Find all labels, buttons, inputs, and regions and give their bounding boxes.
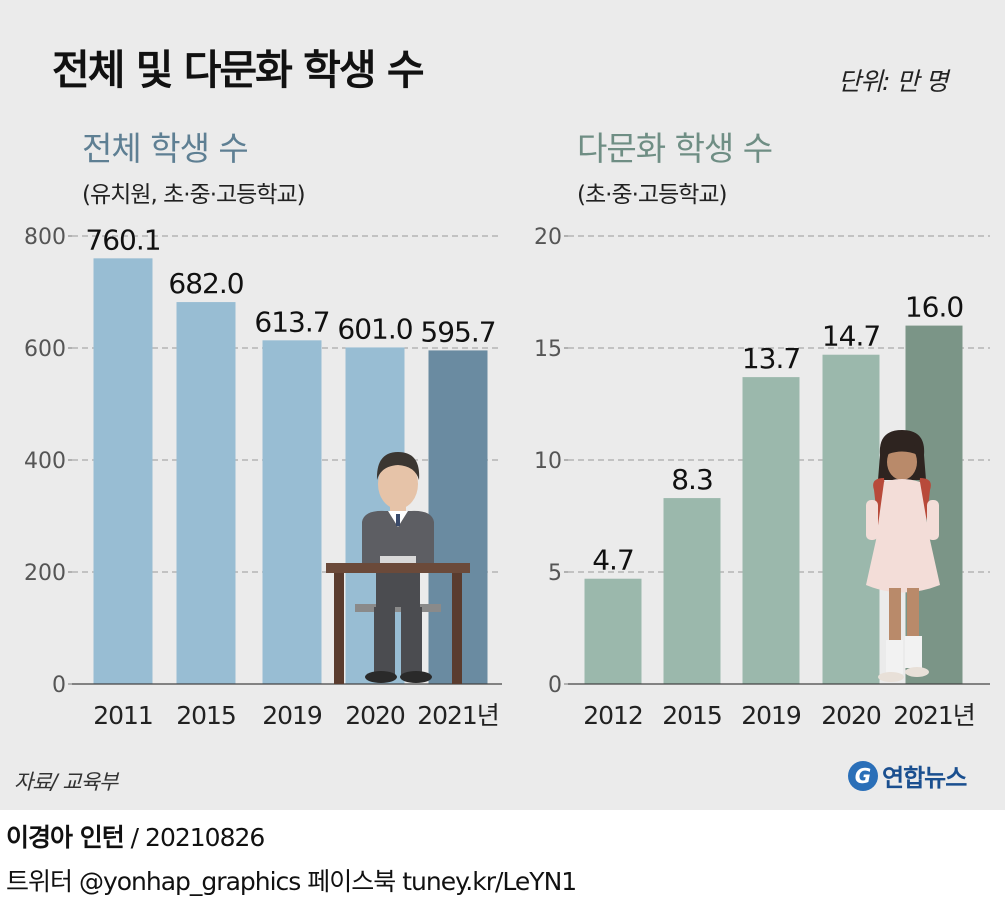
multicultural-ytick-label: 15 [534, 337, 562, 362]
girl-face [887, 444, 917, 480]
total-chart-subtitle: (유치원, 초·중·고등학교) [82, 182, 306, 208]
girl-leg-left [889, 588, 901, 648]
total-chart: 0 200 400 600 800 760.1 2011 682.0 2015 613.7 2019… [24, 223, 502, 730]
girl-arm-right [927, 500, 939, 540]
multicultural-category-label: 2012 [583, 701, 643, 730]
social-links[interactable]: 트위터 @yonhap_graphics 페이스북 tuney.kr/LeYN1 [6, 867, 577, 896]
girl-shoe-left [878, 672, 904, 682]
credit-name: 이경아 인턴 [6, 823, 125, 852]
girl-bangs [886, 442, 918, 455]
multicultural-category-label: 2020 [821, 701, 881, 730]
page-title: 전체 및 다문화 학생 수 [52, 46, 425, 94]
multicultural-category-label: 2015 [662, 701, 722, 730]
source-note: 자료/ 교육부 [14, 770, 118, 794]
student-shoe-right [400, 671, 432, 683]
student-leg-left [374, 607, 395, 675]
multicultural-category-label: 2019 [741, 701, 801, 730]
multicultural-chart-subtitle: (초·중·고등학교) [577, 182, 728, 208]
total-value-label: 595.7 [420, 315, 495, 348]
total-category-label: 2019 [262, 701, 322, 730]
total-ytick-label: 200 [24, 561, 66, 586]
yonhap-logo-text: 연합뉴스 [882, 764, 967, 792]
total-ytick-label: 0 [52, 673, 66, 698]
multicultural-ytick-label: 20 [534, 225, 562, 250]
total-category-label: 2020 [345, 701, 405, 730]
total-bar [176, 302, 236, 684]
total-ytick-label: 800 [24, 225, 66, 250]
girl-illustration [866, 430, 940, 682]
multicultural-category-label: 2021년 [893, 701, 975, 730]
student-hair [376, 452, 420, 480]
total-chart-title: 전체 학생 수 [82, 129, 249, 168]
multicultural-ytick-label: 5 [548, 561, 562, 586]
multicultural-ytick-label: 0 [548, 673, 562, 698]
total-value-label: 760.1 [85, 223, 160, 256]
student-desk-illustration [326, 452, 470, 684]
student-tie [396, 514, 400, 526]
multicultural-bar [742, 377, 800, 684]
total-ytick-label: 600 [24, 337, 66, 362]
girl-shoe-right [905, 667, 929, 677]
total-bar [262, 340, 322, 684]
student-lap [376, 573, 420, 607]
student-book [380, 556, 416, 564]
multicultural-value-label: 4.7 [592, 544, 634, 577]
chair-seat [355, 604, 441, 612]
total-category-label: 2015 [176, 701, 236, 730]
desk-leg-left [334, 573, 344, 684]
multicultural-value-label: 8.3 [671, 463, 713, 496]
total-value-label: 601.0 [337, 312, 412, 345]
credit-line: 이경아 인턴 / 20210826 [6, 818, 266, 854]
student-head [378, 459, 418, 509]
student-leg-right [401, 607, 422, 675]
girl-arm-left [866, 500, 878, 540]
student-jacket [362, 510, 434, 570]
multicultural-value-label: 16.0 [905, 291, 963, 324]
total-bar [93, 258, 153, 684]
yonhap-logo-icon: G [848, 760, 878, 791]
unit-label: 단위: 만 명 [838, 67, 948, 96]
student-shoe-left [365, 671, 397, 683]
total-value-label: 682.0 [168, 267, 243, 300]
credit-date: / 20210826 [123, 823, 266, 852]
multicultural-ytick-label: 10 [534, 449, 562, 474]
total-ytick-label: 400 [24, 449, 66, 474]
girl-sock-right [905, 636, 922, 668]
girl-sock-left [886, 640, 903, 674]
girl-leg-right [907, 588, 919, 643]
multicultural-chart-title: 다문화 학생 수 [577, 129, 773, 168]
total-value-label: 613.7 [254, 305, 329, 338]
total-category-label: 2011 [93, 701, 153, 730]
yonhap-logo[interactable]: G 연합뉴스 [848, 758, 967, 793]
multicultural-bar [584, 578, 642, 684]
multicultural-value-label: 14.7 [822, 320, 880, 353]
multicultural-bar [663, 498, 721, 684]
girl-dress [866, 479, 940, 593]
multicultural-value-label: 13.7 [742, 342, 800, 375]
desk-leg-right [452, 573, 462, 684]
total-category-label: 2021년 [417, 701, 499, 730]
desk-top [326, 563, 470, 573]
